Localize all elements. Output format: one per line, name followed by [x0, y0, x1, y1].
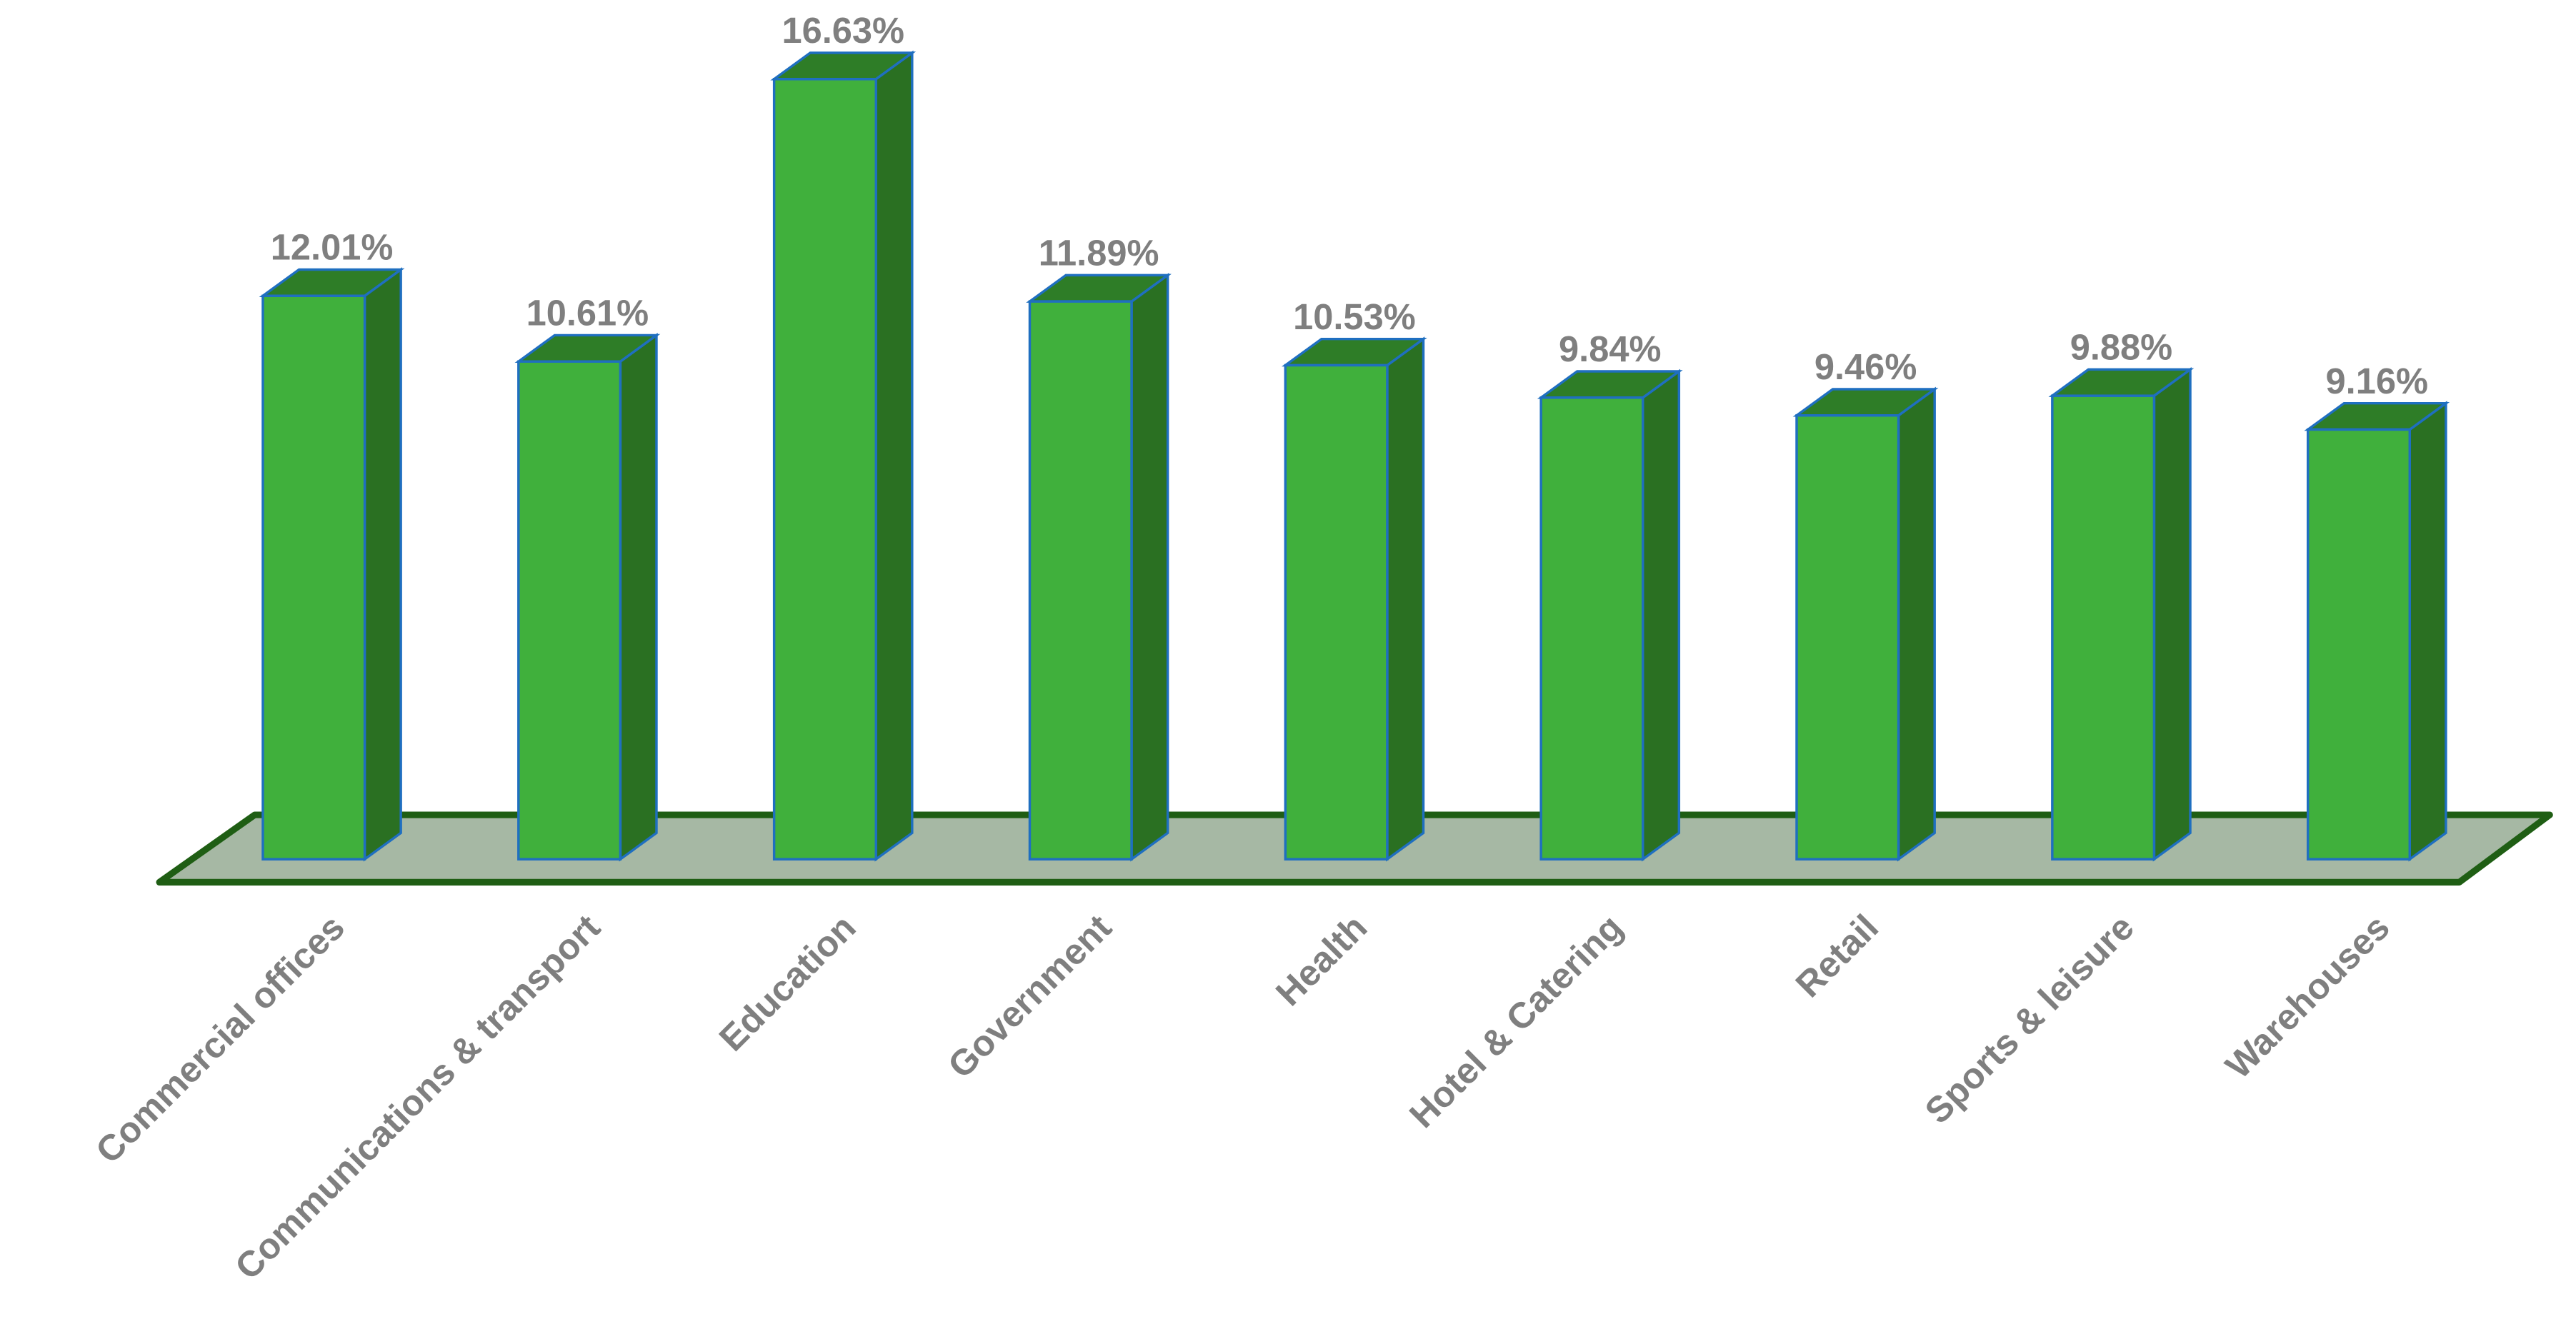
bar-side	[1642, 368, 1681, 862]
value-label: 9.16%	[2326, 361, 2428, 401]
value-label: 11.89%	[1039, 233, 1159, 274]
value-label: 9.46%	[1814, 346, 1917, 387]
x-tick-label: Warehouses	[2217, 907, 2397, 1087]
x-tick-label: Education	[712, 907, 864, 1059]
x-tick-label: Government	[940, 906, 1119, 1085]
bar-side	[2152, 366, 2192, 862]
value-label: 9.84%	[1559, 329, 1661, 369]
bar	[517, 360, 622, 861]
value-label: 12.01%	[271, 227, 394, 268]
value-label: 9.88%	[2070, 327, 2172, 368]
bar	[261, 294, 366, 861]
x-tick-label: Sports & leisure	[1917, 907, 2142, 1132]
value-label: 10.53%	[1293, 296, 1416, 337]
bar-side	[619, 333, 658, 862]
bar	[1795, 414, 1900, 861]
value-label: 16.63%	[782, 10, 904, 51]
bar-side	[363, 267, 402, 862]
x-tick-label: Hotel & Catering	[1402, 907, 1630, 1135]
bar-side	[1897, 386, 1936, 862]
bar	[772, 78, 877, 861]
bar	[2051, 394, 2156, 861]
bar-side	[2408, 401, 2447, 862]
value-label: 10.61%	[526, 293, 649, 334]
bar-side	[1386, 336, 1425, 862]
bar	[1028, 300, 1133, 861]
x-tick-label: Health	[1268, 907, 1375, 1014]
bar	[2306, 428, 2411, 861]
x-tick-label: Commercial offices	[88, 907, 352, 1171]
x-tick-label: Retail	[1787, 907, 1886, 1006]
bar	[1284, 363, 1389, 861]
bar-side	[1130, 272, 1169, 862]
bar-side	[874, 50, 914, 862]
bar	[1539, 396, 1644, 861]
